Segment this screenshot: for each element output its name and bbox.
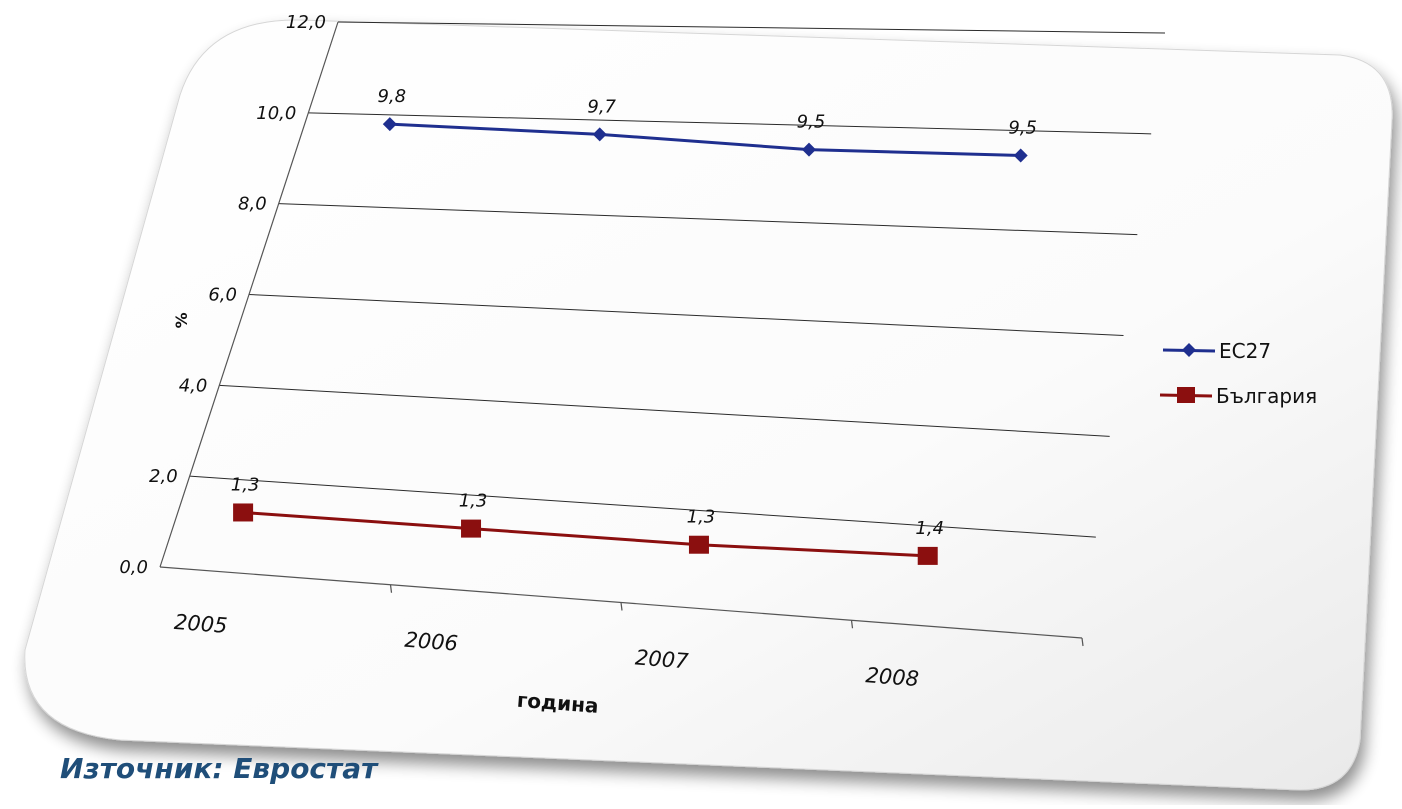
- data-point: [382, 117, 397, 132]
- data-label: 1,3: [459, 491, 488, 512]
- legend-label: България: [1216, 384, 1317, 408]
- legend-marker: [1182, 343, 1196, 357]
- data-label: 9,5: [797, 112, 826, 133]
- data-point: [1013, 148, 1028, 163]
- x-tick: [1081, 637, 1084, 647]
- legend-label: ЕС27: [1219, 339, 1271, 363]
- data-label: 9,5: [1008, 118, 1037, 139]
- y-tick-label: 12,0: [286, 12, 326, 33]
- gridline: [308, 112, 1152, 135]
- gridline: [189, 475, 1096, 538]
- data-point: [592, 127, 607, 142]
- data-label: 1,3: [231, 474, 260, 495]
- data-point: [688, 535, 709, 554]
- card-background: [24, 19, 1393, 791]
- data-point: [461, 519, 482, 538]
- x-tick-label: 2008: [865, 663, 920, 691]
- series-line: [242, 510, 928, 558]
- x-tick: [850, 620, 854, 629]
- data-point: [801, 142, 816, 157]
- data-point: [233, 503, 254, 522]
- y-tick-label: 4,0: [179, 375, 208, 396]
- x-tick: [389, 584, 393, 593]
- y-tick-label: 6,0: [208, 285, 237, 306]
- data-label: 9,8: [377, 86, 406, 107]
- y-axis: [159, 21, 339, 568]
- y-tick-label: 2,0: [149, 466, 178, 487]
- gridline: [219, 384, 1110, 437]
- series-line: [389, 122, 1021, 158]
- gridline: [278, 203, 1138, 236]
- gridline: [337, 21, 1166, 34]
- legend-marker: [1177, 387, 1195, 403]
- y-axis-title: %: [172, 312, 191, 328]
- y-tick-label: 10,0: [256, 103, 296, 124]
- data-label: 1,3: [687, 507, 716, 528]
- x-tick-label: 2007: [634, 645, 690, 673]
- source-note: Източник: Евростат: [60, 752, 378, 785]
- data-point: [917, 546, 938, 565]
- y-tick-label: 0,0: [119, 557, 148, 578]
- gridline: [248, 294, 1124, 336]
- data-label: 9,7: [587, 96, 616, 117]
- x-tick: [620, 602, 623, 611]
- y-tick-label: 8,0: [238, 194, 267, 215]
- data-label: 1,4: [915, 518, 944, 539]
- x-tick-label: 2006: [404, 628, 459, 656]
- x-tick-label: 2005: [173, 610, 228, 638]
- plot-area: 0,0 2,0 4,0 6,0 8,0 10,0 12,0 2005 2006 2007 2008%…: [119, 12, 1317, 718]
